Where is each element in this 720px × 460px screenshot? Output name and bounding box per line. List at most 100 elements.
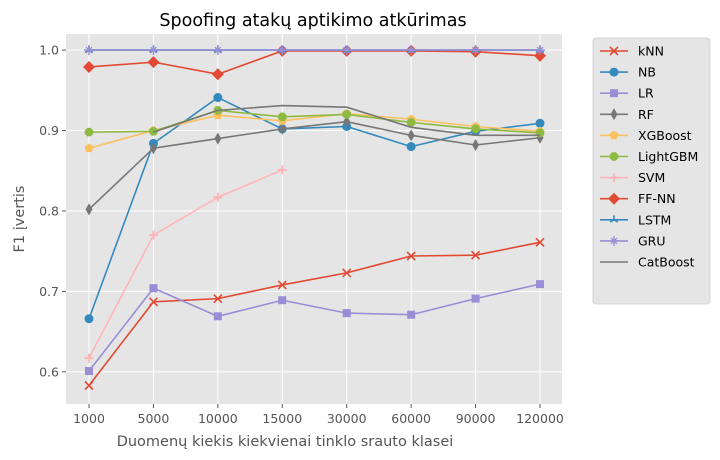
x-axis-label: Duomenų kiekis kiekvienai tinklo srauto … [117, 434, 454, 450]
legend-entry: NB [600, 65, 656, 80]
data-point [472, 139, 480, 151]
data-point [148, 230, 158, 240]
data-point [84, 143, 94, 153]
series-svm [84, 165, 287, 363]
series-line [153, 104, 540, 137]
legend-entry: GRU [600, 233, 666, 248]
legend-marker [610, 89, 618, 98]
x-tick-label: 10000 [198, 411, 238, 426]
series-layer [83, 44, 546, 391]
data-point [535, 118, 545, 128]
data-point [278, 112, 287, 122]
data-point [535, 45, 545, 56]
data-point [147, 56, 160, 69]
data-point [278, 296, 287, 305]
data-point [148, 297, 158, 307]
data-point [213, 93, 223, 103]
data-point [84, 353, 94, 363]
y-axis-label: F1 įvertis [12, 186, 28, 253]
legend-marker [609, 235, 619, 246]
x-axis-ticks: 1000 5000 10000 15000 30000 60000 90000 120000 [73, 404, 564, 426]
legend-label: XGBoost [638, 128, 692, 143]
legend-entry: RF [600, 107, 654, 122]
legend-marker [608, 192, 620, 205]
x-tick-label: 90000 [456, 411, 496, 426]
legend-label: NB [638, 65, 656, 80]
x-tick-label: 5000 [138, 411, 170, 426]
y-axis-ticks: 0.6 0.7 0.8 0.9 1.0 [39, 43, 66, 379]
series-catboost [153, 104, 540, 137]
series-lr [85, 280, 544, 376]
data-point [148, 45, 159, 56]
data-point [407, 310, 416, 319]
legend-label: RF [638, 107, 654, 122]
series-line [88, 241, 541, 386]
legend-entry: SVM [600, 170, 665, 185]
legend-marker [609, 46, 619, 56]
y-tick-label: 0.8 [39, 203, 59, 218]
data-point [407, 129, 415, 142]
legend-marker [609, 173, 619, 183]
data-point [406, 142, 416, 152]
data-point [211, 68, 224, 81]
data-point [470, 45, 481, 56]
legend-label: LightGBM [638, 149, 698, 164]
x-tick-label: 30000 [327, 411, 367, 426]
legend-entry: FF-NN [600, 191, 676, 206]
legend-label: GRU [638, 233, 666, 248]
data-point [406, 251, 416, 261]
legend-entry: LR [600, 86, 654, 101]
legend-marker [609, 215, 619, 223]
x-tick-label: 120000 [516, 411, 564, 426]
legend-marker [610, 108, 618, 121]
legend-marker [609, 67, 619, 77]
legend-label: LR [638, 86, 654, 101]
legend-label: SVM [638, 170, 665, 185]
data-point [342, 268, 352, 278]
data-point [213, 312, 222, 321]
data-point [342, 110, 351, 119]
legend: kNN NB LR RF XGBoost LightGBM SVM FF-NN LSTM GRU C… [592, 37, 711, 305]
y-tick-label: 0.7 [39, 284, 59, 299]
legend-label: LSTM [638, 212, 671, 227]
legend-marker [609, 130, 619, 140]
data-point [341, 45, 352, 56]
legend-entry: kNN [600, 44, 664, 59]
x-tick-label: 60000 [391, 411, 431, 426]
data-point [84, 127, 94, 137]
series-line [88, 120, 541, 210]
x-tick-label: 1000 [73, 411, 105, 426]
data-point [277, 165, 287, 175]
chart-title: Spoofing atakų aptikimo atkūrimas [159, 11, 466, 31]
data-point [85, 203, 93, 216]
data-point [214, 132, 222, 145]
data-point [471, 250, 481, 260]
data-point [471, 294, 480, 303]
legend-entry: LightGBM [600, 149, 698, 164]
data-point [536, 280, 544, 289]
data-point [278, 122, 286, 135]
data-point [277, 45, 288, 56]
data-point [213, 294, 223, 304]
data-point [85, 367, 93, 376]
series-knn [84, 237, 545, 391]
data-point [535, 237, 545, 247]
x-tick-label: 15000 [262, 411, 302, 426]
data-point [406, 118, 416, 127]
y-tick-label: 0.9 [39, 123, 59, 138]
legend-label: kNN [638, 44, 664, 59]
legend-entry: XGBoost [600, 128, 692, 143]
data-point [277, 280, 287, 290]
legend-entry: CatBoost [600, 255, 695, 270]
data-point [84, 314, 94, 324]
legend-entry: LSTM [600, 212, 671, 227]
data-point [213, 192, 223, 202]
series-line [88, 169, 283, 359]
series-line [88, 283, 541, 372]
data-point [471, 124, 480, 134]
data-point [83, 60, 95, 73]
data-point [84, 45, 94, 56]
data-point [149, 284, 158, 293]
legend-label: CatBoost [638, 255, 695, 270]
